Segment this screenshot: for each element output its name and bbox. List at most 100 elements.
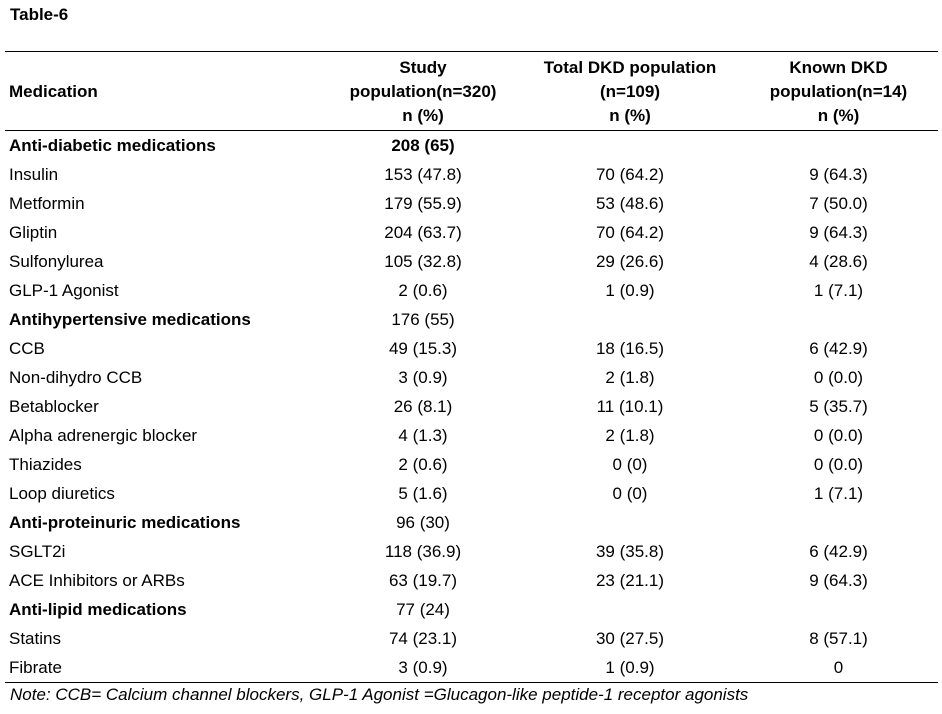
table-row: Insulin 153 (47.8) 70 (64.2) 9 (64.3) — [5, 160, 938, 189]
header-known-line-1: Known DKD — [789, 58, 888, 77]
study-population-cell: 2 (0.6) — [398, 281, 448, 300]
table-row: Gliptin 204 (63.7) 70 (64.2) 9 (64.3) — [5, 218, 938, 247]
study-population-cell: 176 (55) — [391, 310, 455, 329]
study-population-cell: 105 (32.8) — [384, 252, 462, 271]
total-dkd-cell: 0 (0) — [612, 455, 648, 474]
header-study-line-3: n (%) — [402, 106, 444, 125]
known-dkd-cell — [739, 131, 938, 161]
known-dkd-cell — [739, 595, 938, 624]
medication-cell: Antihypertensive medications — [9, 310, 251, 329]
known-dkd-cell: 4 (28.6) — [809, 252, 868, 271]
table-row: Sulfonylurea 105 (32.8) 29 (26.6) 4 (28.6) — [5, 247, 938, 276]
total-dkd-cell: 1 (0.9) — [605, 281, 655, 300]
total-dkd-cell: 2 (1.8) — [605, 368, 655, 387]
medication-cell: Anti-proteinuric medications — [9, 513, 241, 532]
table-row: SGLT2i 118 (36.9) 39 (35.8) 6 (42.9) — [5, 537, 938, 566]
known-dkd-cell: 1 (7.1) — [813, 484, 864, 503]
table-row: Betablocker 26 (8.1) 11 (10.1) 5 (35.7) — [5, 392, 938, 421]
known-dkd-cell: 8 (57.1) — [809, 629, 868, 648]
medication-cell: Gliptin — [9, 223, 58, 242]
study-population-cell: 153 (47.8) — [384, 165, 462, 184]
medication-cell: Anti-lipid medications — [9, 600, 187, 619]
header-total-dkd: Total DKD population (n=109) n (%) — [521, 51, 739, 131]
study-population-cell: 49 (15.3) — [388, 339, 458, 358]
study-population-cell: 77 (24) — [396, 600, 450, 619]
study-population-cell: 2 (0.6) — [398, 455, 448, 474]
known-dkd-cell: 1 (7.1) — [813, 281, 864, 300]
medication-cell: Statins — [9, 629, 61, 648]
known-dkd-cell: 7 (50.0) — [809, 194, 868, 213]
header-known-line-3: n (%) — [817, 106, 860, 125]
known-dkd-cell: 0 (0.0) — [813, 426, 864, 445]
total-dkd-cell: 30 (27.5) — [595, 629, 665, 648]
total-dkd-cell: 70 (64.2) — [595, 223, 665, 242]
total-dkd-cell — [521, 508, 739, 537]
table-group-row: Anti-proteinuric medications 96 (30) — [5, 508, 938, 537]
table-row: ACE Inhibitors or ARBs 63 (19.7) 23 (21.1)… — [5, 566, 938, 595]
study-population-cell: 26 (8.1) — [393, 397, 453, 416]
header-study-line-1: Study — [399, 58, 447, 77]
header-study-line-2: population(n=320) — [349, 82, 497, 101]
total-dkd-cell: 29 (26.6) — [595, 252, 665, 271]
header-known-dkd: Known DKD population(n=14) n (%) — [739, 51, 938, 131]
table-row: CCB 49 (15.3) 18 (16.5) 6 (42.9) — [5, 334, 938, 363]
medication-cell: Loop diuretics — [9, 484, 115, 503]
known-dkd-cell: 6 (42.9) — [809, 339, 868, 358]
total-dkd-cell: 1 (0.9) — [521, 653, 739, 683]
medication-cell: SGLT2i — [9, 542, 66, 561]
table-row: GLP-1 Agonist 2 (0.6) 1 (0.9) 1 (7.1) — [5, 276, 938, 305]
medication-cell: Non-dihydro CCB — [9, 368, 143, 387]
header-total-line-2: (n=109) — [600, 82, 660, 101]
table-body: Anti-diabetic medications 208 (65) Insulin… — [5, 131, 938, 683]
table-note: Note: CCB= Calcium channel blockers, GLP… — [10, 685, 749, 704]
study-population-cell: 204 (63.7) — [384, 223, 462, 242]
table-row: Metformin 179 (55.9) 53 (48.6) 7 (50.0) — [5, 189, 938, 218]
study-population-cell: 63 (19.7) — [388, 571, 458, 590]
known-dkd-cell — [739, 305, 938, 334]
medication-cell: Sulfonylurea — [9, 252, 104, 271]
known-dkd-cell: 0 — [739, 653, 938, 683]
known-dkd-cell: 0 (0.0) — [813, 455, 864, 474]
header-total-line-1: Total DKD population — [543, 58, 717, 77]
header-medication: Medication — [5, 51, 325, 131]
medication-cell: CCB — [9, 339, 45, 358]
medication-cell: Betablocker — [9, 397, 99, 416]
table-group-row: Antihypertensive medications 176 (55) — [5, 305, 938, 334]
study-population-cell: 118 (36.9) — [384, 542, 462, 561]
study-population-cell: 179 (55.9) — [384, 194, 462, 213]
known-dkd-cell: 9 (64.3) — [809, 223, 868, 242]
study-population-cell: 5 (1.6) — [398, 484, 448, 503]
medication-cell: GLP-1 Agonist — [9, 281, 119, 300]
medication-cell: Thiazides — [9, 455, 82, 474]
medication-cell: Fibrate — [5, 653, 325, 683]
total-dkd-cell: 0 (0) — [612, 484, 648, 503]
known-dkd-cell: 6 (42.9) — [809, 542, 868, 561]
table-row: Fibrate 3 (0.9) 1 (0.9) 0 — [5, 653, 938, 683]
total-dkd-cell: 39 (35.8) — [595, 542, 665, 561]
table-row: Statins 74 (23.1) 30 (27.5) 8 (57.1) — [5, 624, 938, 653]
known-dkd-cell: 5 (35.7) — [809, 397, 868, 416]
study-population-cell: 208 (65) — [391, 136, 455, 155]
header-row: Medication Study population(n=320) n (%)… — [5, 51, 938, 131]
table-group-row: Anti-lipid medications 77 (24) — [5, 595, 938, 624]
known-dkd-cell: 9 (64.3) — [809, 165, 868, 184]
header-total-line-3: n (%) — [609, 106, 651, 125]
medication-cell: Insulin — [9, 165, 59, 184]
medication-cell: Alpha adrenergic blocker — [9, 426, 198, 445]
study-population-cell: 3 (0.9) — [398, 368, 448, 387]
header-known-line-2: population(n=14) — [769, 82, 908, 101]
total-dkd-cell — [521, 131, 739, 161]
known-dkd-cell — [739, 508, 938, 537]
medication-cell: Anti-diabetic medications — [9, 136, 216, 155]
known-dkd-cell: 0 (0.0) — [813, 368, 864, 387]
total-dkd-cell — [521, 595, 739, 624]
table-title: Table-6 — [10, 5, 69, 24]
study-population-cell: 74 (23.1) — [388, 629, 458, 648]
total-dkd-cell: 2 (1.8) — [605, 426, 655, 445]
total-dkd-cell: 11 (10.1) — [596, 397, 664, 416]
header-study-population: Study population(n=320) n (%) — [325, 51, 521, 131]
table-group-row: Anti-diabetic medications 208 (65) — [5, 131, 938, 161]
table-row: Loop diuretics 5 (1.6) 0 (0) 1 (7.1) — [5, 479, 938, 508]
known-dkd-cell: 9 (64.3) — [809, 571, 868, 590]
